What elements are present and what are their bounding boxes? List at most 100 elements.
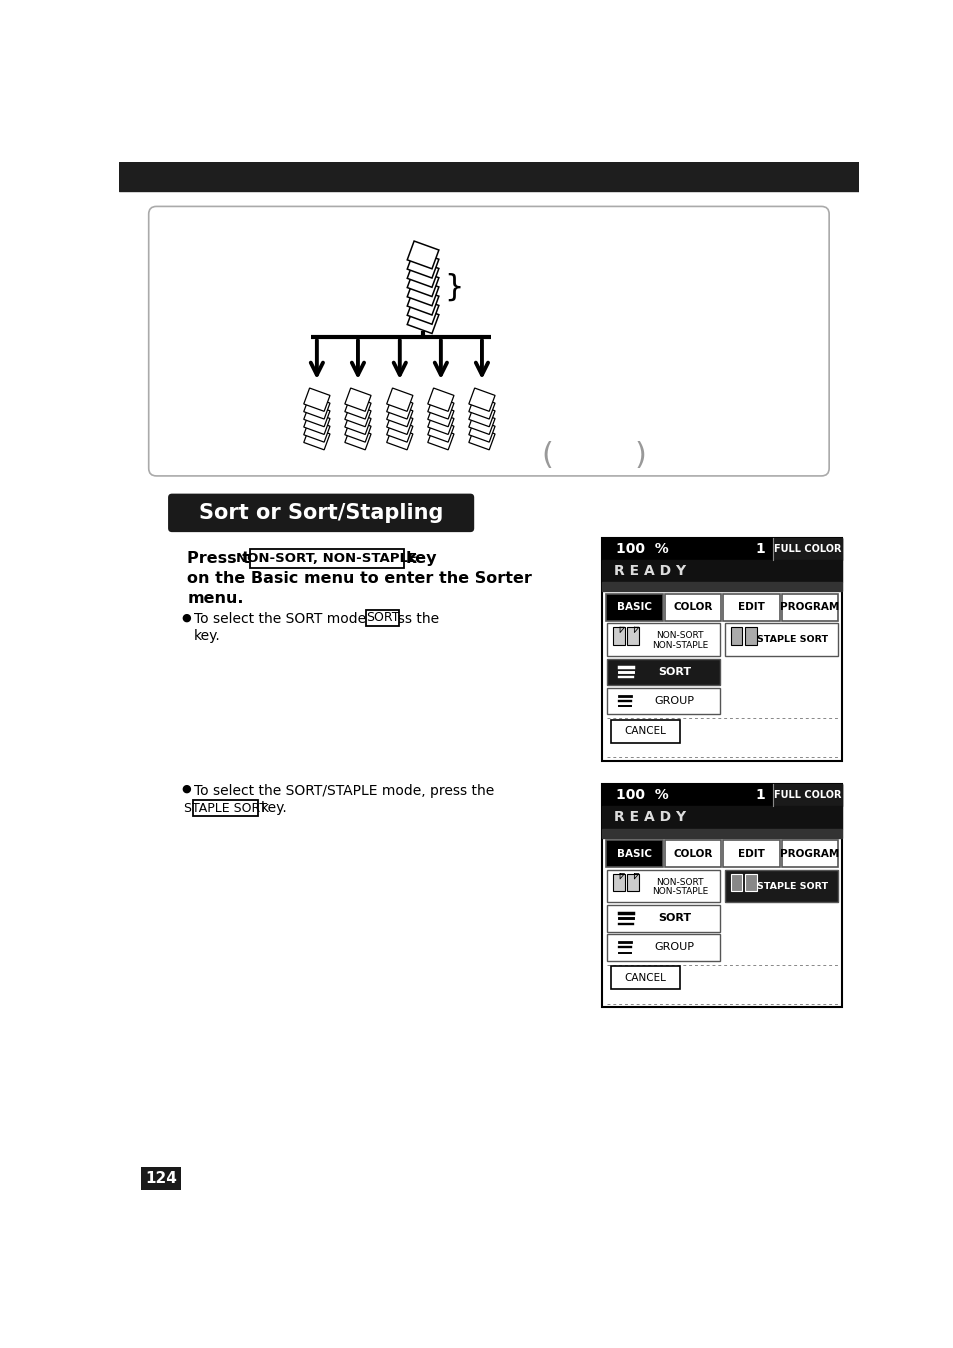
- Polygon shape: [303, 426, 330, 450]
- Polygon shape: [427, 396, 454, 419]
- FancyBboxPatch shape: [168, 493, 474, 532]
- Bar: [626, 627, 639, 646]
- FancyBboxPatch shape: [141, 1167, 181, 1190]
- Text: Sort or Sort/Stapling: Sort or Sort/Stapling: [199, 503, 443, 523]
- Bar: [601, 559, 841, 582]
- Polygon shape: [386, 403, 413, 427]
- Text: STAPLE SORT: STAPLE SORT: [756, 882, 827, 891]
- Text: BASIC: BASIC: [617, 849, 651, 859]
- Text: FULL COLOR: FULL COLOR: [773, 543, 841, 554]
- FancyBboxPatch shape: [250, 549, 403, 568]
- Text: (: (: [540, 441, 553, 470]
- Text: }: }: [444, 272, 464, 302]
- Text: EDIT: EDIT: [738, 849, 764, 859]
- Polygon shape: [386, 426, 413, 450]
- Text: SORT: SORT: [658, 667, 691, 677]
- Bar: [601, 785, 841, 806]
- Bar: [601, 785, 841, 1007]
- Polygon shape: [468, 403, 495, 427]
- Polygon shape: [427, 419, 454, 442]
- Polygon shape: [427, 411, 454, 434]
- Bar: [744, 627, 756, 646]
- FancyBboxPatch shape: [664, 840, 720, 867]
- Text: SORT: SORT: [658, 914, 691, 923]
- Polygon shape: [468, 426, 495, 450]
- Polygon shape: [427, 426, 454, 450]
- Bar: [612, 627, 624, 646]
- Bar: [744, 874, 756, 891]
- FancyBboxPatch shape: [781, 593, 838, 621]
- Text: NON-SORT: NON-SORT: [656, 631, 703, 640]
- Text: FULL COLOR: FULL COLOR: [773, 790, 841, 801]
- Text: PROGRAM: PROGRAM: [780, 849, 839, 859]
- Polygon shape: [386, 396, 413, 419]
- Text: CANCEL: CANCEL: [623, 973, 665, 983]
- Text: R E A D Y: R E A D Y: [614, 810, 685, 825]
- Bar: [601, 582, 841, 592]
- FancyBboxPatch shape: [722, 840, 779, 867]
- Polygon shape: [386, 419, 413, 442]
- Polygon shape: [386, 411, 413, 434]
- Bar: [119, 162, 858, 191]
- Bar: [601, 806, 841, 829]
- Text: R E A D Y: R E A D Y: [614, 563, 685, 578]
- Text: NON-STAPLE: NON-STAPLE: [652, 887, 708, 896]
- Polygon shape: [407, 278, 438, 306]
- Text: NON-SORT: NON-SORT: [656, 878, 703, 887]
- Polygon shape: [303, 388, 330, 411]
- Text: 100  %: 100 %: [616, 542, 669, 555]
- Polygon shape: [344, 396, 371, 419]
- Text: ): ): [634, 441, 645, 470]
- Bar: [606, 934, 720, 961]
- FancyBboxPatch shape: [366, 609, 398, 625]
- Bar: [606, 869, 720, 902]
- FancyBboxPatch shape: [664, 593, 720, 621]
- Text: To select the SORT mode, press the: To select the SORT mode, press the: [193, 612, 438, 627]
- Polygon shape: [344, 388, 371, 411]
- Polygon shape: [407, 260, 438, 287]
- Text: COLOR: COLOR: [673, 603, 712, 612]
- Bar: [606, 905, 720, 931]
- Text: BASIC: BASIC: [617, 603, 651, 612]
- Polygon shape: [407, 297, 438, 325]
- Text: 1: 1: [755, 789, 764, 802]
- Text: key: key: [406, 551, 437, 566]
- FancyBboxPatch shape: [610, 720, 679, 743]
- Bar: [772, 538, 841, 559]
- Text: CANCEL: CANCEL: [623, 727, 665, 736]
- Text: 124: 124: [145, 1171, 177, 1186]
- Text: key.: key.: [260, 801, 287, 814]
- FancyBboxPatch shape: [193, 801, 257, 817]
- Text: 1: 1: [755, 542, 764, 555]
- Bar: [772, 785, 841, 806]
- Text: SORT: SORT: [366, 612, 399, 624]
- Polygon shape: [303, 419, 330, 442]
- Polygon shape: [407, 287, 438, 315]
- Bar: [606, 624, 720, 656]
- Polygon shape: [344, 411, 371, 434]
- Polygon shape: [407, 268, 438, 297]
- Polygon shape: [344, 419, 371, 442]
- Text: GROUP: GROUP: [654, 696, 694, 706]
- FancyBboxPatch shape: [605, 840, 662, 867]
- Polygon shape: [468, 411, 495, 434]
- Bar: [612, 874, 624, 891]
- Text: EDIT: EDIT: [738, 603, 764, 612]
- Bar: [601, 538, 841, 760]
- Polygon shape: [468, 396, 495, 419]
- Polygon shape: [407, 241, 438, 268]
- Text: To select the SORT/STAPLE mode, press the: To select the SORT/STAPLE mode, press th…: [193, 785, 494, 798]
- Bar: [601, 538, 841, 559]
- Text: PROGRAM: PROGRAM: [780, 603, 839, 612]
- Polygon shape: [303, 411, 330, 434]
- Bar: [601, 829, 841, 837]
- Text: ●: ●: [181, 785, 191, 794]
- Bar: [606, 659, 720, 685]
- Text: NON-SORT, NON-STAPLE: NON-SORT, NON-STAPLE: [236, 551, 417, 565]
- Text: Press the: Press the: [187, 551, 273, 566]
- Text: key.: key.: [193, 630, 220, 643]
- FancyBboxPatch shape: [149, 206, 828, 476]
- Text: GROUP: GROUP: [654, 942, 694, 953]
- Polygon shape: [407, 251, 438, 278]
- Text: COLOR: COLOR: [673, 849, 712, 859]
